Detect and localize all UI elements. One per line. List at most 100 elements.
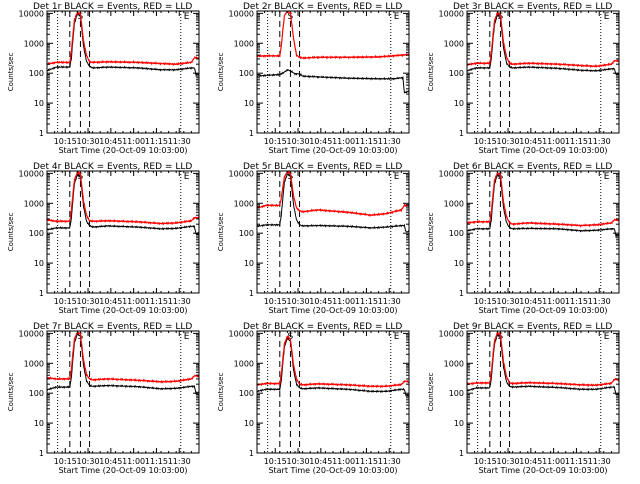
panel-1: Det 1r BLACK = Events, RED = LLDSE110100… <box>7 2 200 155</box>
x-tick-label: 11:00 <box>122 297 145 306</box>
x-tick-label: 11:30 <box>168 297 191 306</box>
x-tick-label: 10:15 <box>54 457 77 466</box>
events-series-line <box>47 332 199 395</box>
y-tick-label: 1000 <box>24 359 44 368</box>
panel-title: Det 9r BLACK = Events, RED = LLD <box>453 322 612 332</box>
panel-3: Det 3r BLACK = Events, RED = LLDSE110100… <box>427 2 620 155</box>
x-tick-label: 10:15 <box>474 137 497 146</box>
lld-series-line <box>467 11 619 69</box>
x-tick-label: 10:15 <box>54 297 77 306</box>
x-tick-label: 11:30 <box>588 297 611 306</box>
lld-series-line <box>257 335 409 389</box>
end-marker-label: E <box>604 172 610 182</box>
x-tick-label: 11:15 <box>355 137 378 146</box>
x-axis-label: Start Time (20-Oct-09 10:03:00) <box>268 146 397 155</box>
lld-series-line <box>47 11 199 67</box>
y-tick-label: 1 <box>459 289 464 298</box>
y-tick-label: 100 <box>29 389 44 398</box>
x-tick-label: 10:45 <box>519 137 542 146</box>
y-tick-label: 10 <box>34 259 44 268</box>
end-marker-label: E <box>394 332 400 342</box>
panel-7: Det 7r BLACK = Events, RED = LLDSE110100… <box>7 322 200 475</box>
y-tick-label: 1 <box>249 289 254 298</box>
x-tick-label: 10:45 <box>99 297 122 306</box>
y-tick-label: 10000 <box>439 9 464 18</box>
y-tick-label: 1000 <box>234 359 254 368</box>
x-axis-label: Start Time (20-Oct-09 10:03:00) <box>58 466 187 475</box>
x-tick-label: 10:30 <box>77 297 100 306</box>
y-axis-label: Counts/sec <box>7 373 15 412</box>
y-axis-label: Counts/sec <box>217 373 225 412</box>
y-axis-label: Counts/sec <box>217 53 225 92</box>
x-tick-label: 10:15 <box>474 297 497 306</box>
y-tick-label: 10 <box>454 419 464 428</box>
x-tick-label: 10:45 <box>519 297 542 306</box>
end-marker-label: E <box>184 332 190 342</box>
panel-title: Det 4r BLACK = Events, RED = LLD <box>33 162 192 172</box>
y-tick-label: 1 <box>249 129 254 138</box>
panel-6: Det 6r BLACK = Events, RED = LLDSE110100… <box>427 162 620 315</box>
x-tick-label: 10:15 <box>54 137 77 146</box>
x-tick-label: 10:30 <box>497 457 520 466</box>
y-tick-label: 100 <box>239 389 254 398</box>
x-axis-label: Start Time (20-Oct-09 10:03:00) <box>478 146 607 155</box>
y-tick-label: 10000 <box>439 169 464 178</box>
x-tick-label: 11:15 <box>145 137 168 146</box>
x-tick-label: 11:30 <box>378 297 401 306</box>
lld-series-line <box>467 331 619 387</box>
x-tick-label: 11:00 <box>332 297 355 306</box>
events-series-line <box>257 68 409 94</box>
x-tick-label: 10:30 <box>287 297 310 306</box>
x-tick-label: 10:30 <box>497 137 520 146</box>
y-tick-label: 100 <box>29 229 44 238</box>
x-tick-label: 11:30 <box>588 137 611 146</box>
y-tick-label: 1000 <box>24 199 44 208</box>
lld-series-line <box>467 171 619 228</box>
y-tick-label: 1000 <box>234 199 254 208</box>
y-axis-label: Counts/sec <box>217 213 225 252</box>
end-marker-label: E <box>604 12 610 22</box>
lld-series-line <box>47 171 199 226</box>
y-tick-label: 10000 <box>19 9 44 18</box>
y-tick-label: 10000 <box>19 169 44 178</box>
x-tick-label: 11:30 <box>378 137 401 146</box>
panel-title: Det 1r BLACK = Events, RED = LLD <box>33 2 192 12</box>
x-tick-label: 11:15 <box>565 297 588 306</box>
y-axis-label: Counts/sec <box>7 213 15 252</box>
x-tick-label: 10:30 <box>77 137 100 146</box>
panel-title: Det 8r BLACK = Events, RED = LLD <box>243 322 402 332</box>
y-tick-label: 10000 <box>229 169 254 178</box>
x-tick-label: 11:15 <box>565 137 588 146</box>
x-tick-label: 10:30 <box>287 137 310 146</box>
x-tick-label: 10:30 <box>287 457 310 466</box>
x-tick-label: 11:30 <box>168 457 191 466</box>
y-tick-label: 100 <box>29 69 44 78</box>
y-axis-label: Counts/sec <box>427 373 435 412</box>
y-tick-label: 100 <box>239 229 254 238</box>
panel-9: Det 9r BLACK = Events, RED = LLDSE110100… <box>427 322 620 475</box>
x-tick-label: 10:30 <box>497 297 520 306</box>
x-tick-label: 11:00 <box>542 457 565 466</box>
x-axis-label: Start Time (20-Oct-09 10:03:00) <box>58 146 187 155</box>
x-tick-label: 10:45 <box>99 457 122 466</box>
x-tick-label: 11:15 <box>565 457 588 466</box>
panel-title: Det 2r BLACK = Events, RED = LLD <box>243 2 402 12</box>
y-tick-label: 10 <box>454 259 464 268</box>
y-tick-label: 1000 <box>444 39 464 48</box>
x-tick-label: 11:15 <box>355 457 378 466</box>
x-tick-label: 11:30 <box>588 457 611 466</box>
y-tick-label: 10 <box>244 419 254 428</box>
y-tick-label: 10 <box>34 99 44 108</box>
x-tick-label: 10:45 <box>309 137 332 146</box>
y-tick-label: 1 <box>39 289 44 298</box>
events-series-line <box>47 172 199 235</box>
end-marker-label: E <box>394 12 400 22</box>
y-tick-label: 1000 <box>444 199 464 208</box>
y-tick-label: 100 <box>239 69 254 78</box>
panel-title: Det 3r BLACK = Events, RED = LLD <box>453 2 612 12</box>
y-tick-label: 1 <box>249 449 254 458</box>
y-tick-label: 10 <box>34 419 44 428</box>
end-marker-label: E <box>394 172 400 182</box>
y-tick-label: 1 <box>459 129 464 138</box>
